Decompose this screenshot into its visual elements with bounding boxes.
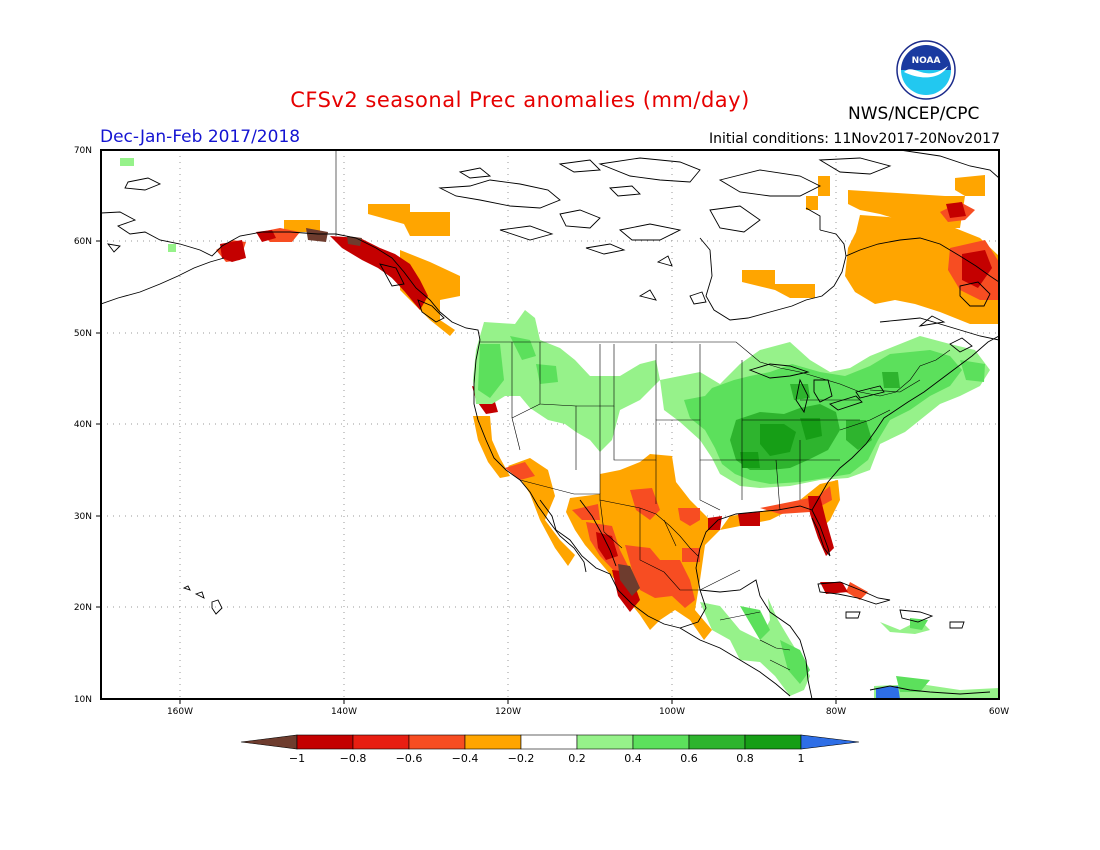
- lat-label-30: 30N: [74, 512, 92, 522]
- lon-label-60w: 60W: [989, 707, 1009, 717]
- lat-label-50: 50N: [74, 329, 92, 339]
- lat-label-20: 20N: [74, 603, 92, 613]
- colorbar-arrow-low: [240, 734, 298, 750]
- colorbar: [240, 734, 860, 750]
- lon-label-100w: 100W: [659, 707, 685, 717]
- colorbar-label: −0.6: [396, 752, 423, 765]
- lon-label-140w: 140W: [331, 707, 357, 717]
- colorbar-label: 0.8: [736, 752, 754, 765]
- colorbar-swatch: [408, 734, 466, 750]
- colorbar-swatch: [352, 734, 410, 750]
- colorbar-label: 0.4: [624, 752, 642, 765]
- colorbar-swatch: [632, 734, 690, 750]
- colorbar-swatch: [576, 734, 634, 750]
- noaa-logo-text: NOAA: [912, 56, 941, 66]
- map-title: CFSv2 seasonal Prec anomalies (mm/day): [290, 88, 750, 112]
- initial-conditions: Initial conditions: 11Nov2017-20Nov2017: [709, 131, 1000, 147]
- wet-anomaly-fields: [120, 158, 999, 699]
- colorbar-swatch: [688, 734, 746, 750]
- colorbar-arrow-high: [800, 734, 860, 750]
- lon-label-160w: 160W: [167, 707, 193, 717]
- lon-label-80w: 80W: [826, 707, 846, 717]
- colorbar-label: 0.2: [568, 752, 586, 765]
- colorbar-swatch: [520, 734, 578, 750]
- colorbar-label: −0.4: [452, 752, 479, 765]
- colorbar-label: 1: [798, 752, 805, 765]
- colorbar-swatch: [464, 734, 522, 750]
- colorbar-label: −1: [289, 752, 305, 765]
- colorbar-labels: −1 −0.8 −0.6 −0.4 −0.2 0.2 0.4 0.6 0.8 1: [289, 752, 805, 765]
- lat-label-60: 60N: [74, 237, 92, 247]
- colorbar-swatch: [744, 734, 802, 750]
- colorbar-swatch: [296, 734, 354, 750]
- coastlines: [101, 150, 999, 699]
- colorbar-label: −0.8: [340, 752, 367, 765]
- lon-label-120w: 120W: [495, 707, 521, 717]
- lat-label-70: 70N: [74, 146, 92, 156]
- season-subtitle: Dec-Jan-Feb 2017/2018: [100, 127, 301, 147]
- political-borders: [335, 150, 951, 671]
- colorbar-label: −0.2: [508, 752, 535, 765]
- lat-label-40: 40N: [74, 420, 92, 430]
- lat-label-10: 10N: [74, 695, 92, 705]
- noaa-logo-icon: NOAA: [896, 40, 956, 100]
- colorbar-label: 0.6: [680, 752, 698, 765]
- agency-label: NWS/NCEP/CPC: [848, 104, 980, 124]
